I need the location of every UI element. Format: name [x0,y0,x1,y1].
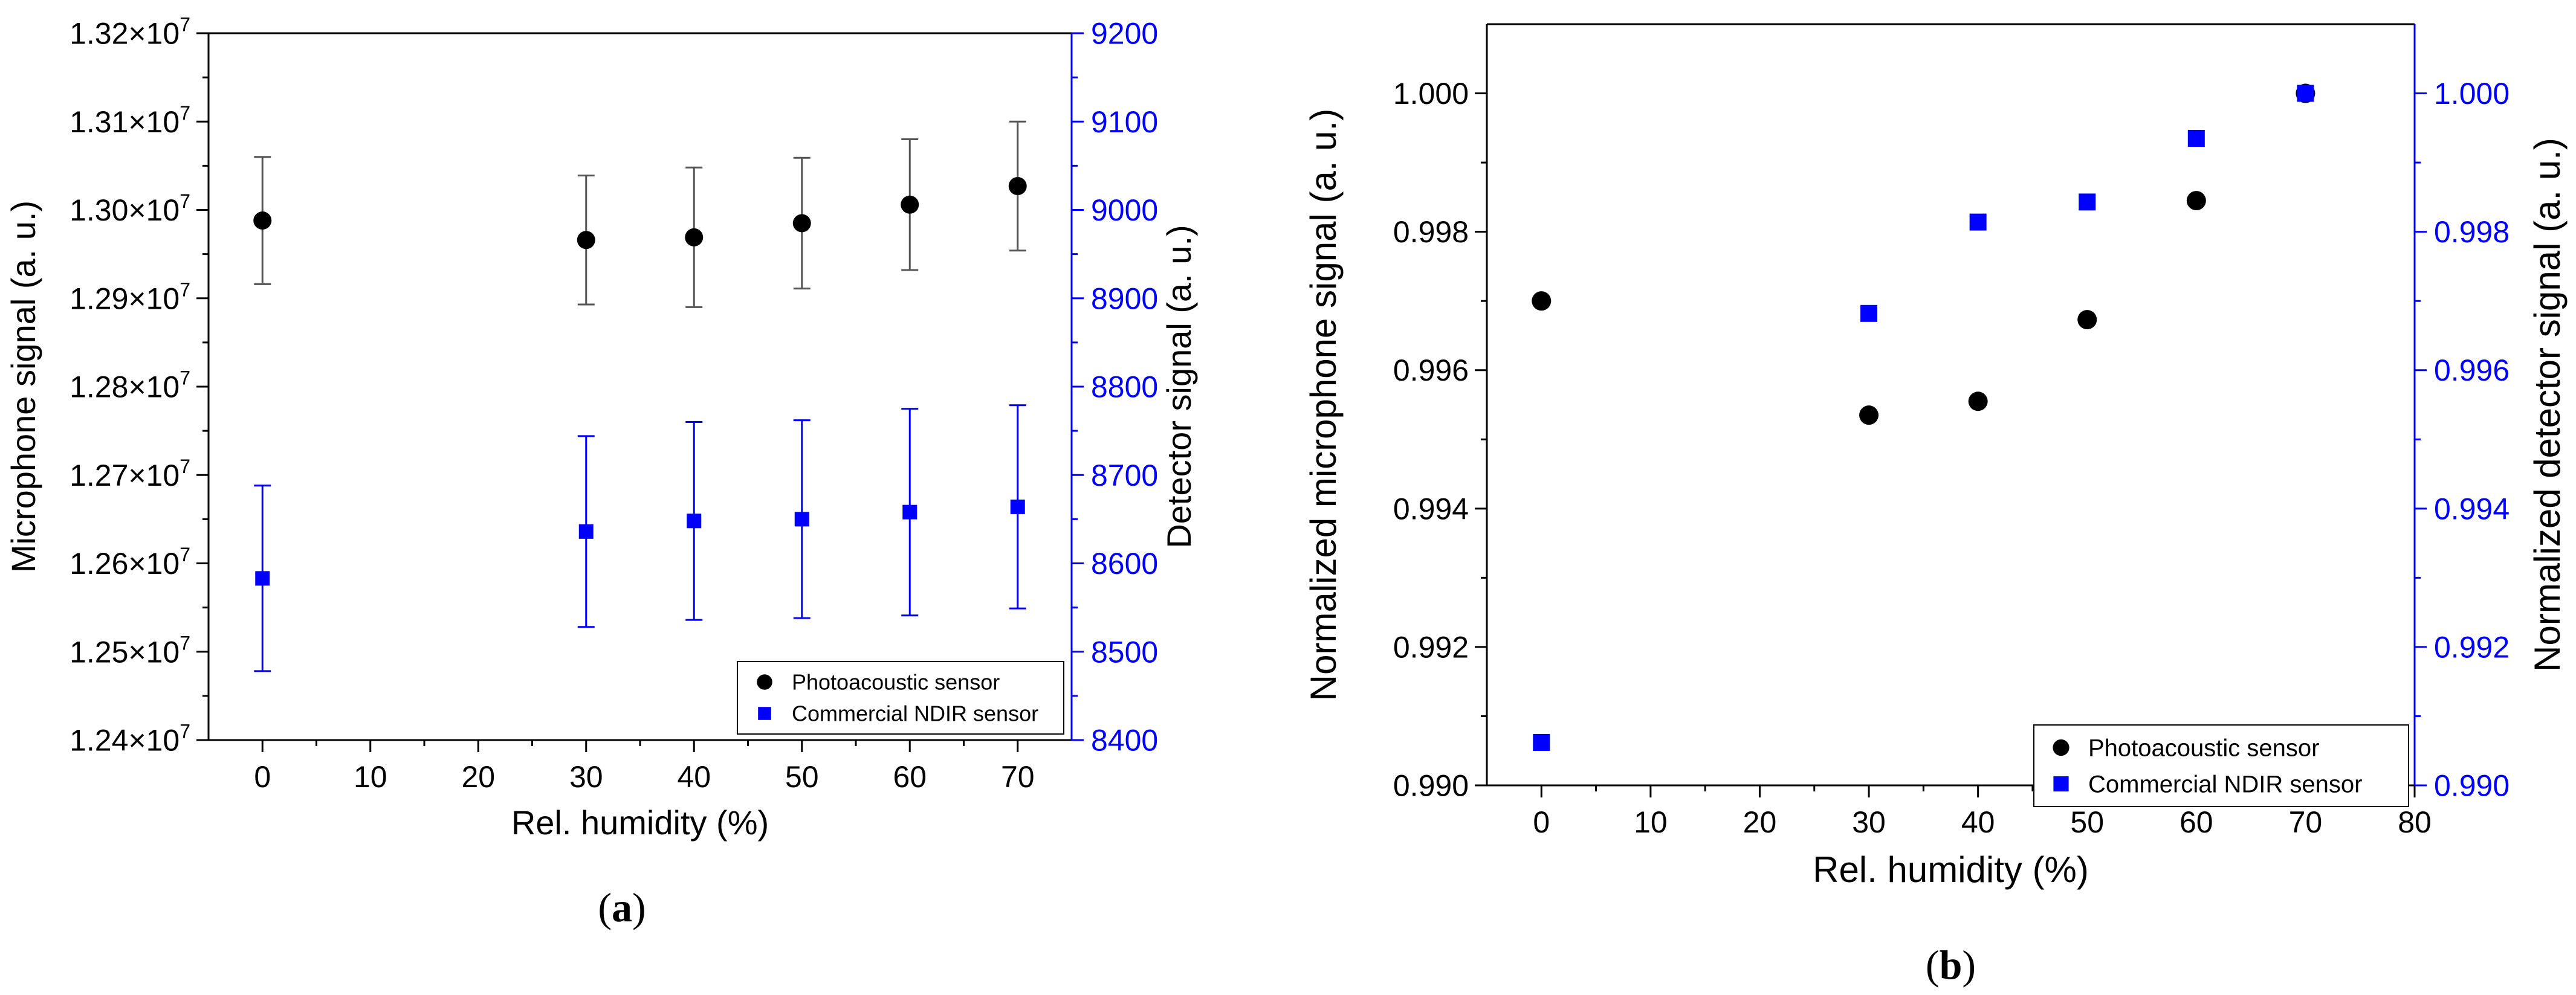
panel-a-x-tick-label: 40 [677,760,711,794]
panel-b-photoacoustic-point [1532,291,1552,311]
panel-b-y-left-axis-title: Normalized microphone signal (a. u.) [1303,109,1344,701]
panel-a-y-right-tick-label: 8400 [1091,724,1158,758]
panel-a-y-left-tick-label: 1.24×107 [70,721,190,758]
panel-a-y-left-tick-label: 1.26×107 [70,544,190,581]
panel-b-y-right-tick-label: 0.996 [2434,353,2510,387]
panel-a-y-right-tick-label: 8600 [1091,547,1158,581]
panel-a-ndir-point [902,504,917,520]
panel-a-y-left-tick-label: 1.30×107 [70,190,190,227]
panel-a-photoacoustic-point [792,214,811,233]
panel-a-x-tick-label: 30 [569,760,603,794]
panel-a-y-right-tick-label: 8500 [1091,635,1158,669]
panel-b-legend-ndir-marker [2053,776,2069,792]
panel-b-x-tick-label: 30 [1852,805,1886,839]
panel-b-legend-box [2033,724,2409,807]
panel-a-x-axis-title: Rel. humidity (%) [511,803,769,842]
panel-a-photoacoustic-point [685,228,704,246]
panel-a-ndir-point [1010,499,1025,514]
panel-b-caption: (b) [1926,942,1976,988]
panel-a-photoacoustic-point [253,211,272,230]
panel-b-x-tick-label: 0 [1533,805,1550,839]
panel-b-y-right-tick-label: 1.000 [2434,77,2510,111]
panel-b-legend-photoacoustic-marker [2053,739,2070,756]
panel-a-x-tick-label: 70 [1001,760,1035,794]
panel-b-ndir-point [1533,733,1550,751]
panel-a-caption: (a) [598,884,646,930]
panel-b-legend-label: Photoacoustic sensor [2088,735,2319,762]
panel-a-y-left-tick-label: 1.29×107 [70,279,190,315]
panel-b-ndir-point [1969,213,1987,231]
panel-a-x-tick-label: 50 [785,760,819,794]
panel-b-y-right-tick-label: 0.998 [2434,215,2510,249]
panel-a-x-tick-label: 60 [893,760,927,794]
panel-a-y-right-tick-label: 9200 [1091,17,1158,51]
panel-b-y-left-tick-label: 0.998 [1393,215,1469,249]
panel-b-ndir-point [2297,85,2314,102]
panel-b-ndir-point [1860,304,1878,322]
panel-b-x-tick-label: 50 [2070,805,2104,839]
panel-a-ndir-point [687,514,702,529]
panel-a-y-right-tick-label: 8700 [1091,459,1158,492]
panel-a-ndir-point [794,512,809,527]
panel-b-photoacoustic-point [1968,391,1988,411]
panel-a-legend-photoacoustic-marker [757,674,772,690]
panel-a-y-right-tick-label: 9000 [1091,193,1158,227]
panel-a-x-tick-label: 20 [461,760,495,794]
panel-b-x-tick-label: 40 [1961,805,1995,839]
panel-b-legend-label: Commercial NDIR sensor [2088,771,2362,798]
panel-a-legend-box [737,661,1064,735]
panel-b-x-tick-label: 10 [1634,805,1668,839]
panel-a-y-right-tick-label: 8800 [1091,370,1158,404]
panel-a-ndir-point [578,524,594,539]
panel-a-photoacoustic-point [577,231,595,250]
panel-b-y-right-tick-label: 0.992 [2434,630,2510,664]
panel-a-legend-ndir-marker [758,707,771,720]
panel-b-y-right-tick-label: 0.994 [2434,492,2510,526]
panel-b-x-tick-label: 60 [2180,805,2213,839]
panel-b-y-right-axis-title: Normalized detector signal (a. u.) [2527,138,2568,672]
panel-b-ndir-point [2079,193,2096,211]
panel-a-y-right-tick-label: 9100 [1091,105,1158,139]
panel-a-y-right-tick-label: 8900 [1091,282,1158,315]
panel-b-x-tick-label: 80 [2398,805,2432,839]
panel-b-photoacoustic-point [2077,310,2097,330]
panel-a-ndir-point [255,571,270,586]
panel-a-x-tick-label: 0 [254,760,271,794]
panel-b-y-left-tick-label: 0.992 [1393,630,1469,664]
panel-b-ndir-point [2187,130,2205,147]
panel-a-legend-label: Commercial NDIR sensor [792,701,1038,726]
panel-a-y-right-axis-title: Detector signal (a. u.) [1160,225,1198,548]
panel-a-chart: 0 10 20 30 40 50 60 70 1.24×107 1.25×107 1.26×107 1… [4,14,1198,931]
panel-b-x-tick-label: 70 [2289,805,2323,839]
panel-b-y-right-tick-label: 0.990 [2434,769,2510,803]
panel-b-y-left-tick-label: 0.994 [1393,492,1469,526]
panel-a-y-left-tick-label: 1.25×107 [70,632,190,669]
panel-a-y-left-axis-title: Microphone signal (a. u.) [4,201,42,573]
panel-b-chart: 0 10 20 30 40 50 60 70 800.9900.9920.9940.9960.9… [1303,23,2568,988]
panel-b-y-left-tick-label: 1.000 [1393,77,1469,111]
panel-a-photoacoustic-point [901,195,919,214]
panel-b-y-left-tick-label: 0.990 [1393,769,1469,803]
panel-a-y-left-tick-label: 1.27×107 [70,456,190,492]
panel-b-photoacoustic-point [1859,405,1879,425]
panel-a-legend-label: Photoacoustic sensor [792,670,1000,695]
panel-b-photoacoustic-point [2186,191,2206,211]
panel-a-photoacoustic-point [1008,177,1027,196]
panel-a-y-left-tick-label: 1.28×107 [70,367,190,404]
panel-a-y-left-tick-label: 1.31×107 [70,102,190,139]
panel-b-x-tick-label: 20 [1743,805,1777,839]
panel-a-x-tick-label: 10 [354,760,387,794]
panel-b-x-axis-title: Rel. humidity (%) [1813,849,2089,890]
panel-b-y-left-tick-label: 0.996 [1393,353,1469,387]
panel-a-y-left-tick-label: 1.32×107 [70,14,190,51]
